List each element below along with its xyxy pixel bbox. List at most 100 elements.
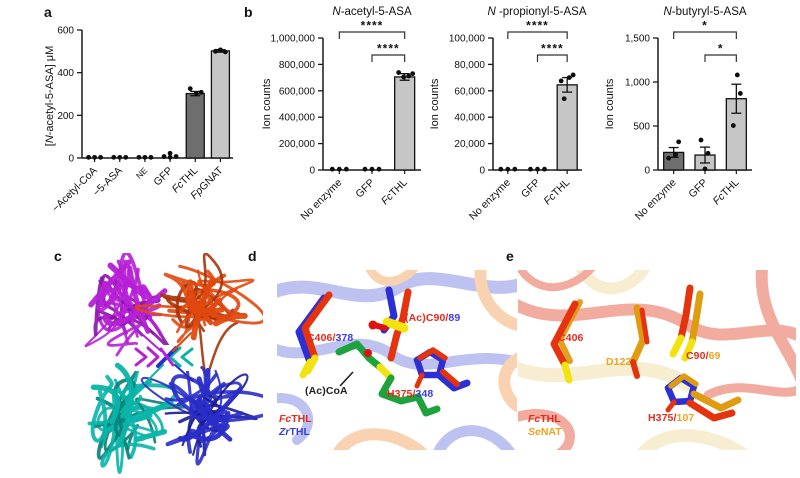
bar (210, 50, 231, 159)
data-point (512, 166, 518, 172)
panel-label-d: d (248, 248, 257, 264)
y-tick-label: 200,000 (279, 139, 316, 150)
significance-stars: * (702, 19, 708, 33)
y-tick-label: 400,000 (279, 113, 316, 124)
ribbon-helix (129, 400, 174, 423)
data-point (142, 154, 148, 160)
residue-label-ac-c90-89: (Ac)C90/89 (405, 312, 461, 324)
data-point (666, 155, 672, 161)
y-axis-label-b2: Ion counts (429, 78, 441, 130)
legend-fcthl: FcTHL (528, 413, 561, 425)
y-tick-label: 200 (57, 111, 74, 122)
ribbon-helix (114, 362, 134, 448)
tetramer-ribbon-image (84, 253, 263, 474)
data-point (362, 166, 368, 172)
central-beta-motif (133, 332, 195, 384)
chart-title-butyryl: N-butyryl-5-ASA (663, 6, 747, 18)
data-point (167, 154, 173, 160)
data-point (213, 48, 218, 54)
ribbon-helix (185, 296, 214, 326)
legend-fcthl: FcTHL (279, 413, 312, 425)
data-point (92, 154, 97, 160)
y-tick-label: 0 (309, 166, 315, 177)
active-site-thl-overlay-image (277, 270, 517, 450)
significance-stars: **** (526, 19, 549, 33)
residue-sticks (295, 286, 471, 417)
ribbon-helix (127, 265, 151, 334)
active-site-nat-overlay-image (518, 270, 796, 450)
ribbon-helix (90, 384, 121, 425)
y-tick-label: 800,000 (279, 60, 316, 71)
ribbon-helix (196, 367, 211, 397)
panel-label-c: c (54, 248, 62, 264)
significance-stars: **** (377, 42, 400, 56)
residue-label-c406: C406 (558, 332, 584, 344)
y-tick-label: 0 (68, 154, 74, 165)
y-tick-label: 0 (644, 166, 650, 177)
category-label: GFP (353, 177, 377, 201)
data-point (702, 166, 708, 172)
y-tick-label: 1,500 (625, 34, 650, 45)
significance-bracket (536, 54, 568, 62)
y-tick-label: 1,000,000 (271, 34, 316, 45)
bar (394, 76, 416, 171)
y-axis-label-a: [N-acetyl-5-ASA] μM (44, 45, 56, 147)
data-point (410, 71, 416, 77)
data-point (730, 123, 736, 128)
ribbon-helix (197, 395, 233, 442)
panel-b-chart-2: 0 20,000 40,000 60,000 80,000 100,000 No enzym… (425, 0, 620, 232)
data-point (148, 154, 154, 160)
ribbon-helix (188, 410, 231, 442)
y-tick-label: 20,000 (454, 139, 485, 150)
data-point (218, 47, 223, 53)
data-point (167, 150, 173, 156)
data-point (406, 73, 412, 79)
significance-stars: **** (361, 19, 384, 33)
residue-label-h375-107: H375/107 (648, 412, 695, 424)
y-axis-label-b3: Ion counts (604, 78, 616, 130)
bar-chart-acetyl: 0 200,000 400,000 600,000 800,000 1,000,000 No… (271, 19, 421, 223)
panel-e-structure: C406 D122 C90/69 H375/107 FcTHL SeNAT (518, 270, 796, 450)
ribbon-tangle (106, 323, 142, 357)
significance-bracket (704, 54, 737, 62)
ribbon-tangle (164, 393, 222, 415)
bar-chart-butyryl: 0 500 1,000 1,500 No enzyme GFP FcTHL * * (625, 19, 752, 223)
y-tick-label: 600,000 (279, 86, 316, 97)
data-point (376, 166, 382, 172)
ribbon-helix (177, 386, 243, 442)
y-tick-label: 1,000 (625, 78, 650, 89)
category-label: NE (134, 165, 150, 181)
significance-bracket (338, 31, 406, 39)
category-label: GFP (519, 177, 543, 201)
significance-bracket (673, 31, 737, 39)
category-label: FcTHL (711, 177, 742, 208)
data-point (535, 166, 540, 172)
data-point (542, 166, 547, 172)
y-axis-label-b1: Ion counts (261, 78, 273, 130)
residue-label-c406-378: C406/378 (307, 332, 354, 344)
data-point (498, 166, 504, 172)
category-label: No enzyme (298, 177, 344, 223)
ribbon-helix (107, 262, 151, 300)
panel-b-chart-3: 0 500 1,000 1,500 No enzyme GFP FcTHL * * N-buty… (600, 0, 800, 232)
y-tick-label: 400 (57, 68, 74, 79)
bar (556, 84, 578, 171)
data-point (705, 150, 711, 156)
significance-stars: * (718, 42, 724, 56)
subunit-tangles (84, 253, 263, 474)
ribbon-helix (212, 312, 248, 327)
panel-a-chart: 0 200 400 600 −Acetyl-CoA −5-ASA NE GFP FcTHL FpG… (25, 2, 240, 232)
panel-label-b: b (244, 4, 253, 20)
legend-zrthl: ZrTHL (279, 426, 310, 438)
panel-label-a: a (44, 4, 52, 20)
bar-chart-propionyl: 0 20,000 40,000 60,000 80,000 100,000 No enzym… (449, 19, 582, 223)
data-point (117, 154, 123, 160)
y-tick-label: 600 (57, 26, 74, 37)
data-point (561, 96, 567, 102)
ligand-label-accoa: (Ac)CoA (305, 385, 348, 397)
y-tick-label: 60,000 (454, 86, 485, 97)
data-point (223, 49, 228, 55)
category-label: FcTHL (542, 177, 573, 208)
